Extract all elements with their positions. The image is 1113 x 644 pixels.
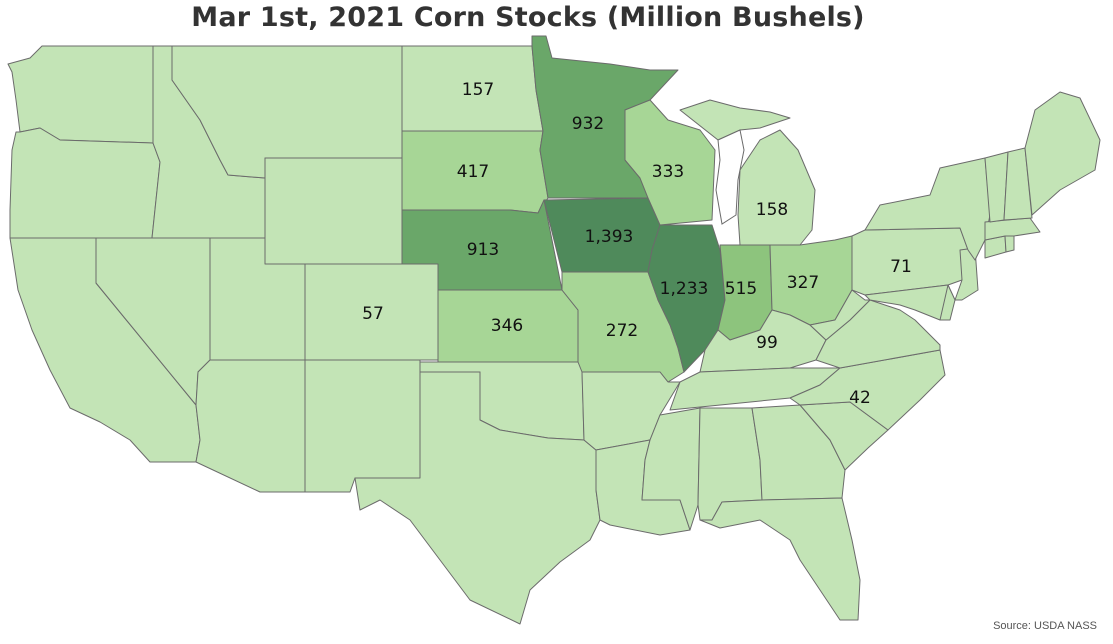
value-label-illinois: 1,233 <box>660 279 709 299</box>
state-wisconsin[interactable] <box>624 99 716 226</box>
value-label-minnesota: 932 <box>572 114 604 134</box>
state-new-hampshire[interactable] <box>1003 147 1033 221</box>
state-north-carolina[interactable] <box>789 349 946 431</box>
state-oregon[interactable] <box>9 127 161 239</box>
source-note: Source: USDA NASS <box>993 620 1097 632</box>
state-washington[interactable] <box>7 45 154 144</box>
value-label-kentucky: 99 <box>756 333 778 353</box>
value-label-north-dakota: 157 <box>462 80 494 100</box>
state-rhode-island[interactable] <box>1004 235 1015 253</box>
value-label-iowa: 1,393 <box>585 227 634 247</box>
state-west-virginia[interactable] <box>809 289 871 341</box>
value-label-nebraska: 913 <box>467 240 499 260</box>
map-title: Mar 1st, 2021 Corn Stocks (Million Bushe… <box>191 2 865 33</box>
value-label-north-carolina: 42 <box>849 388 871 408</box>
value-label-ohio: 327 <box>787 273 819 293</box>
value-label-pennsylvania: 71 <box>890 257 912 277</box>
state-maine[interactable] <box>1024 91 1101 216</box>
value-label-south-dakota: 417 <box>457 162 489 182</box>
state-value-labels: 157 932 417 333 158 913 1,393 1,233 515 327 71 57 34… <box>362 80 912 408</box>
state-new-mexico[interactable] <box>304 359 421 493</box>
value-label-wisconsin: 333 <box>652 162 684 182</box>
state-florida[interactable] <box>699 497 861 621</box>
lake-michigan <box>715 129 745 225</box>
value-label-michigan: 158 <box>756 200 788 220</box>
state-texas[interactable] <box>354 371 601 625</box>
state-shapes <box>7 35 1101 625</box>
value-label-kansas: 346 <box>491 316 523 336</box>
value-label-colorado: 57 <box>362 304 384 324</box>
state-arizona[interactable] <box>195 359 306 493</box>
state-wyoming[interactable] <box>264 157 403 265</box>
state-delaware[interactable] <box>939 284 956 321</box>
great-lakes <box>715 129 745 225</box>
value-label-indiana: 515 <box>725 279 757 299</box>
value-label-missouri: 272 <box>606 321 638 341</box>
